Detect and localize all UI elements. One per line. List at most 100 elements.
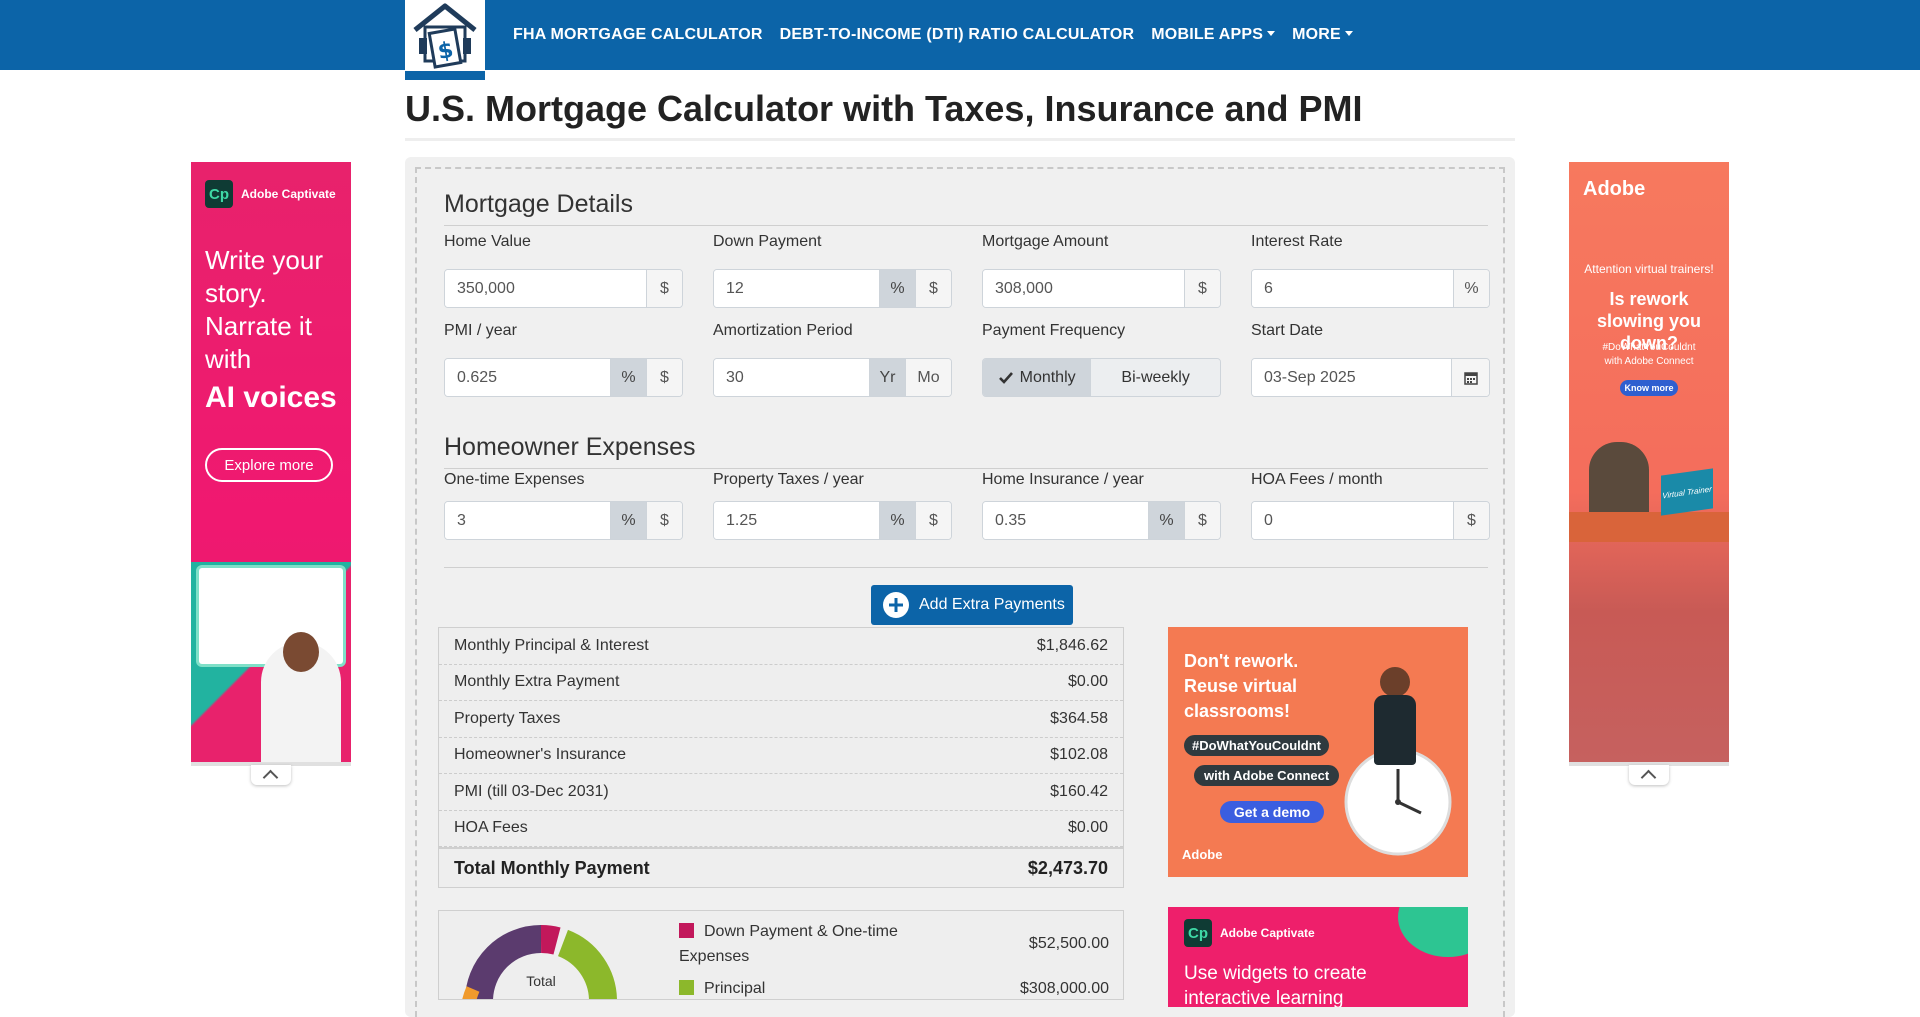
interest-rate-percent-addon: % [1453,270,1489,307]
nav-mobile-apps-dropdown[interactable]: MOBILE APPS [1151,26,1275,44]
nav-fha-calculator[interactable]: FHA MORTGAGE CALCULATOR [513,26,763,43]
desk-illustration [1569,512,1729,542]
clock-icon [1344,748,1452,856]
pmi-input[interactable] [445,359,610,396]
home-value-input[interactable] [445,270,646,307]
interest-rate-input[interactable] [1252,270,1453,307]
ad-mid2-headline: Use widgets to create interactive learni… [1184,963,1367,1007]
property-taxes-field: Property Taxes / year % $ [713,471,952,540]
ad-right-headline: Is rework slowing you down? [1596,289,1701,353]
adobe-logo-text: Adobe [1583,178,1646,200]
donut-segment [465,925,542,999]
hoa-fees-input[interactable] [1252,502,1453,539]
down-payment-percent-toggle[interactable]: % [879,270,915,307]
start-date-field: Start Date [1251,322,1490,397]
one-time-expenses-input[interactable] [445,502,610,539]
down-payment-dollar-toggle[interactable]: $ [915,270,951,307]
homeowner-expenses-title: Homeowner Expenses [444,433,1488,469]
calculator-panel: Mortgage Details Home Value $ Down Payme… [405,157,1515,1017]
start-date-input[interactable] [1252,359,1451,396]
pmi-percent-toggle[interactable]: % [610,359,646,396]
ad-left-skyscraper[interactable]: Cp Adobe Captivate Write your story. Nar… [191,162,351,762]
ad-mid-captivate[interactable]: Cp Adobe Captivate Use widgets to create… [1168,907,1468,1007]
legend-swatch [679,923,694,938]
svg-text:$: $ [436,38,455,65]
pmi-dollar-toggle[interactable]: $ [646,359,682,396]
home-value-dollar-addon: $ [646,270,682,307]
ad-left-collapse-chevron-icon[interactable] [251,765,291,785]
top-navbar: $ FHA MORTGAGE CALCULATOR DEBT-TO-INCOME… [0,0,1920,80]
ad-mid-headline: Don't rework. Reuse virtual classrooms! [1184,651,1299,721]
breakdown-chart-box: Total Down Payment & One-time Expenses $… [438,910,1124,1000]
legend-swatch [679,980,694,995]
property-taxes-percent-toggle[interactable]: % [879,502,915,539]
table-row: Monthly Principal & Interest $1,846.62 [439,628,1123,665]
down-payment-input[interactable] [714,270,879,307]
pmi-field: PMI / year % $ [444,322,683,397]
ad-left-cta-button[interactable]: Explore more [205,448,333,482]
captivate-logo-icon: Cp [1184,919,1212,947]
table-row: Monthly Extra Payment $0.00 [439,665,1123,701]
section-divider [444,567,1488,568]
ad-left-headline: Write your story. Narrate it with [205,245,323,374]
amortization-field: Amortization Period Yr Mo [713,322,952,397]
home-insurance-field: Home Insurance / year % $ [982,471,1221,540]
one-time-dollar-toggle[interactable]: $ [646,502,682,539]
mortgage-details-title: Mortgage Details [444,190,1488,226]
check-icon [998,371,1013,384]
adobe-logo-text: Adobe [1182,847,1223,862]
ad-left-image [191,562,351,762]
hoa-fees-field: HOA Fees / month $ [1251,471,1490,540]
add-extra-payments-button[interactable]: Add Extra Payments [871,585,1073,625]
ad-right-shadow [1569,762,1729,766]
one-time-expenses-field: One-time Expenses % $ [444,471,683,540]
nav-more-dropdown[interactable]: MORE [1292,26,1353,44]
table-row: Homeowner's Insurance $102.08 [439,738,1123,774]
nav-dti-calculator[interactable]: DEBT-TO-INCOME (DTI) RATIO CALCULATOR [779,26,1135,43]
ad-left-brand: Cp Adobe Captivate [205,180,336,208]
ad-left-headline-bold: AI voices [205,381,337,414]
plus-circle-icon [883,592,909,618]
mortgage-amount-field: Mortgage Amount $ [982,233,1221,308]
total-monthly-payment-row: Total Monthly Payment $2,473.70 [439,847,1123,887]
main-nav: FHA MORTGAGE CALCULATOR DEBT-TO-INCOME (… [513,0,1353,70]
donut-segment [540,925,561,955]
hoa-fees-dollar-addon: $ [1453,502,1489,539]
donut-segment [462,986,480,999]
calculator-inner: Mortgage Details Home Value $ Down Payme… [415,167,1505,1017]
legend-item: Principal $308,000.00 [679,980,1109,998]
ad-mid-rectangle[interactable]: Don't rework. Reuse virtual classrooms! … [1168,627,1468,877]
property-taxes-dollar-toggle[interactable]: $ [915,502,951,539]
interest-rate-field: Interest Rate % [1251,233,1490,308]
site-logo[interactable]: $ [405,0,485,80]
mortgage-amount-input[interactable] [983,270,1184,307]
frequency-biweekly-option[interactable]: Bi-weekly [1090,359,1220,396]
home-insurance-dollar-toggle[interactable]: $ [1184,502,1220,539]
ad-right-skyscraper[interactable]: Adobe Attention virtual trainers! Is rew… [1569,162,1729,762]
home-value-field: Home Value $ [444,233,683,308]
property-taxes-input[interactable] [714,502,879,539]
legend-item: Down Payment & One-time Expenses $52,500… [679,923,1109,965]
mortgage-amount-dollar-addon: $ [1184,270,1220,307]
woman-illustration [1380,667,1410,697]
payment-summary-table: Monthly Principal & Interest $1,846.62 Mo… [438,627,1124,888]
house-dollar-icon: $ [413,3,477,69]
table-row: PMI (till 03-Dec 2031) $160.42 [439,774,1123,811]
amortization-input[interactable] [714,359,869,396]
payment-frequency-field: Payment Frequency Monthly Bi-weekly [982,322,1221,397]
home-insurance-input[interactable] [983,502,1148,539]
table-row: HOA Fees $0.00 [439,811,1123,847]
frequency-monthly-option[interactable]: Monthly [983,359,1091,396]
table-row: Property Taxes $364.58 [439,701,1123,738]
donut-segment [557,929,617,999]
ad-left-shadow [191,762,351,766]
amortization-months-toggle[interactable]: Mo [905,359,951,396]
down-payment-field: Down Payment % $ [713,233,952,308]
home-insurance-percent-toggle[interactable]: % [1148,502,1184,539]
ad-mid-cta-button[interactable]: Get a demo [1220,801,1324,823]
ad-right-cta-button[interactable]: Know more [1620,380,1678,396]
one-time-percent-toggle[interactable]: % [610,502,646,539]
ad-right-collapse-chevron-icon[interactable] [1629,765,1669,785]
calendar-icon[interactable] [1451,359,1489,396]
amortization-years-toggle[interactable]: Yr [869,359,905,396]
